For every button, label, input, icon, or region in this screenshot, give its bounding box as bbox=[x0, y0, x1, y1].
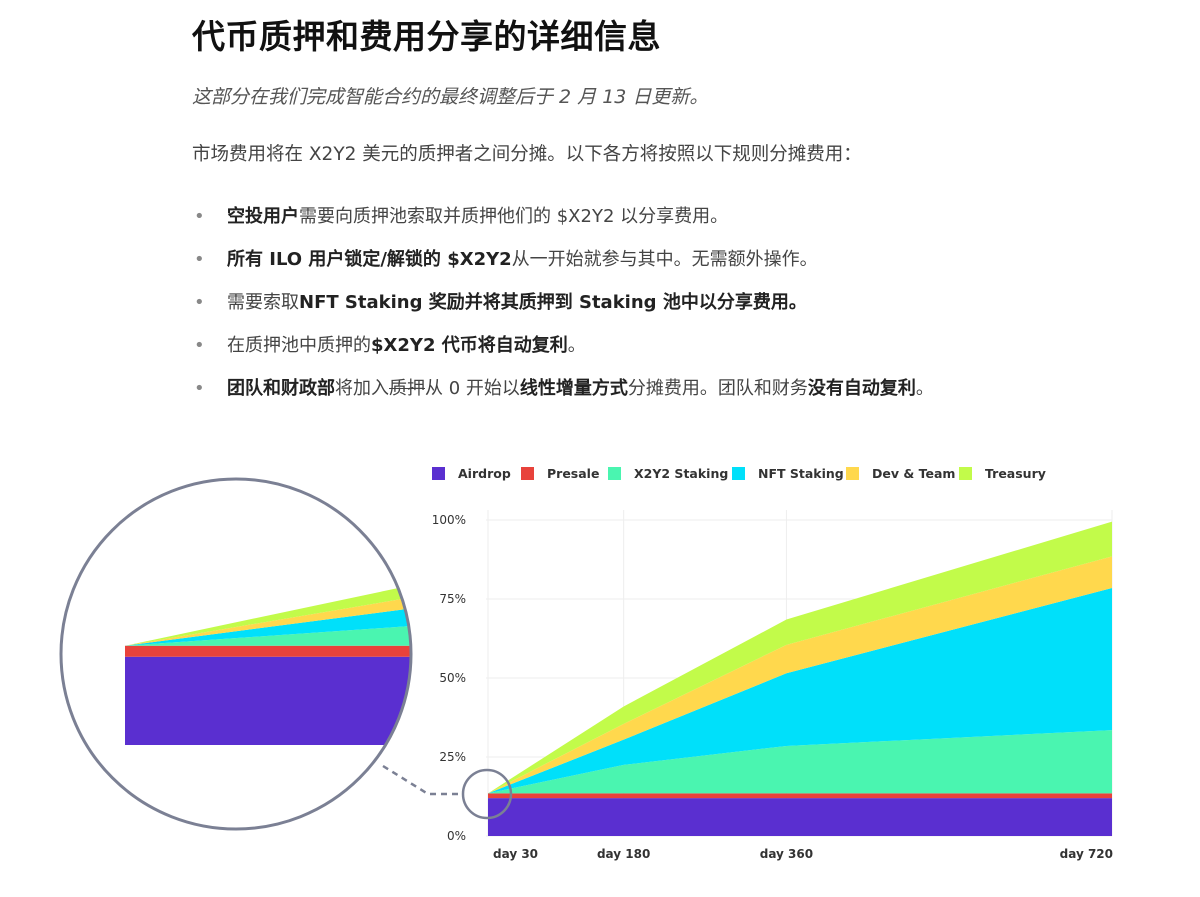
x-axis: day 30 day 180 day 360 day 720 bbox=[493, 847, 1113, 861]
list-item: • 在质押池中质押的$X2Y2 代币将自动复利。 bbox=[192, 331, 934, 374]
y-tick-label: 100% bbox=[432, 513, 466, 527]
item-text: 。 bbox=[915, 378, 934, 399]
plot-areas bbox=[488, 521, 1112, 836]
legend-label: Presale bbox=[547, 466, 599, 481]
list-item: • 团队和财政部将加入质押从 0 开始以线性增量方式分摊费用。团队和财务没有自动复… bbox=[192, 374, 934, 417]
area-presale bbox=[488, 793, 1112, 799]
item-text: 。 bbox=[567, 335, 586, 356]
intro-text: 市场费用将在 X2Y2 美元的质押者之间分摊。以下各方将按照以下规则分摊费用： bbox=[192, 144, 862, 165]
list-item: • 空投用户需要向质押池索取并质押他们的 $X2Y2 以分享费用。 bbox=[192, 202, 934, 245]
area-airdrop bbox=[488, 798, 1112, 836]
item-text: 在质押池中质押的 bbox=[227, 335, 371, 356]
bold-text: 所有 ILO 用户锁定/解锁的 $X2Y2 bbox=[227, 249, 512, 270]
x-tick-label: day 720 bbox=[1060, 847, 1113, 861]
area-dev-team bbox=[488, 556, 1112, 794]
x-tick-label: day 180 bbox=[597, 847, 650, 861]
list-item: • 所有 ILO 用户锁定/解锁的 $X2Y2从一开始就参与其中。无需额外操作。 bbox=[192, 245, 934, 288]
bold-text: 团队和财政部 bbox=[227, 378, 335, 399]
item-text: 需要索取 bbox=[227, 292, 299, 313]
y-tick-label: 0% bbox=[447, 829, 466, 843]
fee-rules-list: • 空投用户需要向质押池索取并质押他们的 $X2Y2 以分享费用。 • 所有 ILO… bbox=[192, 202, 934, 417]
bold-text: 没有自动复利 bbox=[807, 378, 916, 399]
bullet-icon: • bbox=[194, 249, 205, 270]
y-tick-label: 25% bbox=[439, 750, 466, 764]
y-tick-label: 50% bbox=[439, 671, 466, 685]
legend: Airdrop Presale X2Y2 Staking NFT Staking Dev… bbox=[432, 466, 1046, 481]
legend-item: Presale bbox=[521, 466, 599, 481]
bullet-icon: • bbox=[194, 292, 205, 313]
stacked-area-chart: 0%25%50%75%100% day 30 day 180 day 360 day … bbox=[59, 466, 1113, 861]
legend-swatch bbox=[432, 467, 445, 480]
bold-text: 线性增量方式 bbox=[519, 378, 628, 399]
legend-label: Dev & Team bbox=[872, 466, 955, 481]
bullet-icon: • bbox=[194, 335, 205, 356]
bold-text: 空投用户 bbox=[227, 206, 299, 227]
update-note: 这部分在我们完成智能合约的最终调整后于 2 月 13 日更新。 bbox=[192, 86, 709, 108]
legend-label: X2Y2 Staking bbox=[634, 466, 728, 481]
item-text: 分摊费用。团队和财务 bbox=[627, 378, 808, 399]
item-text: 从一开始就参与其中。无需额外操作。 bbox=[511, 249, 818, 270]
zoom-area-dev-team bbox=[125, 597, 411, 646]
area-nft-staking bbox=[488, 587, 1112, 794]
legend-item: Airdrop bbox=[432, 466, 511, 481]
y-axis: 0% 25% 50% 75% 100% bbox=[432, 513, 466, 843]
area-x2y2-staking bbox=[488, 730, 1112, 794]
zoom-area-presale bbox=[125, 645, 411, 657]
bold-text: $X2Y2 代币将自动复利 bbox=[371, 335, 568, 356]
zoom-connector bbox=[382, 764, 463, 796]
legend-swatch bbox=[846, 467, 859, 480]
bullet-icon: • bbox=[194, 206, 205, 227]
legend-swatch bbox=[959, 467, 972, 480]
list-item: • 需要索取NFT Staking 奖励并将其质押到 Staking 池中以分享费… bbox=[192, 288, 934, 331]
legend-item: X2Y2 Staking bbox=[608, 466, 728, 481]
bullet-icon: • bbox=[194, 378, 205, 399]
item-text: 将加入 bbox=[335, 378, 389, 399]
x-tick-label: day 360 bbox=[760, 847, 813, 861]
zoom-area-airdrop bbox=[125, 656, 411, 745]
item-text: 需要向质押池索取并质押他们的 $X2Y2 以分享费用。 bbox=[299, 206, 729, 227]
strikethrough-text: 质押 bbox=[389, 378, 425, 399]
item-text: 从 0 开始以 bbox=[425, 378, 520, 399]
legend-item: NFT Staking bbox=[732, 466, 844, 481]
x-tick-label: day 30 bbox=[493, 847, 538, 861]
y-tick-label: 75% bbox=[439, 592, 466, 606]
legend-swatch bbox=[521, 467, 534, 480]
zoom-content bbox=[125, 585, 411, 745]
legend-swatch bbox=[732, 467, 745, 480]
legend-label: NFT Staking bbox=[758, 466, 844, 481]
legend-label: Treasury bbox=[985, 466, 1046, 481]
legend-item: Treasury bbox=[959, 466, 1046, 481]
legend-label: Airdrop bbox=[458, 466, 511, 481]
zoom-circle bbox=[59, 477, 413, 831]
legend-swatch bbox=[608, 467, 621, 480]
bold-text: NFT Staking 奖励并将其质押到 Staking 池中以分享费用。 bbox=[299, 292, 807, 313]
page-title: 代币质押和费用分享的详细信息 bbox=[192, 17, 661, 56]
legend-item: Dev & Team bbox=[846, 466, 955, 481]
area-treasury bbox=[488, 521, 1112, 794]
zoom-source-circle bbox=[461, 768, 513, 820]
zoom-inset bbox=[59, 477, 513, 831]
